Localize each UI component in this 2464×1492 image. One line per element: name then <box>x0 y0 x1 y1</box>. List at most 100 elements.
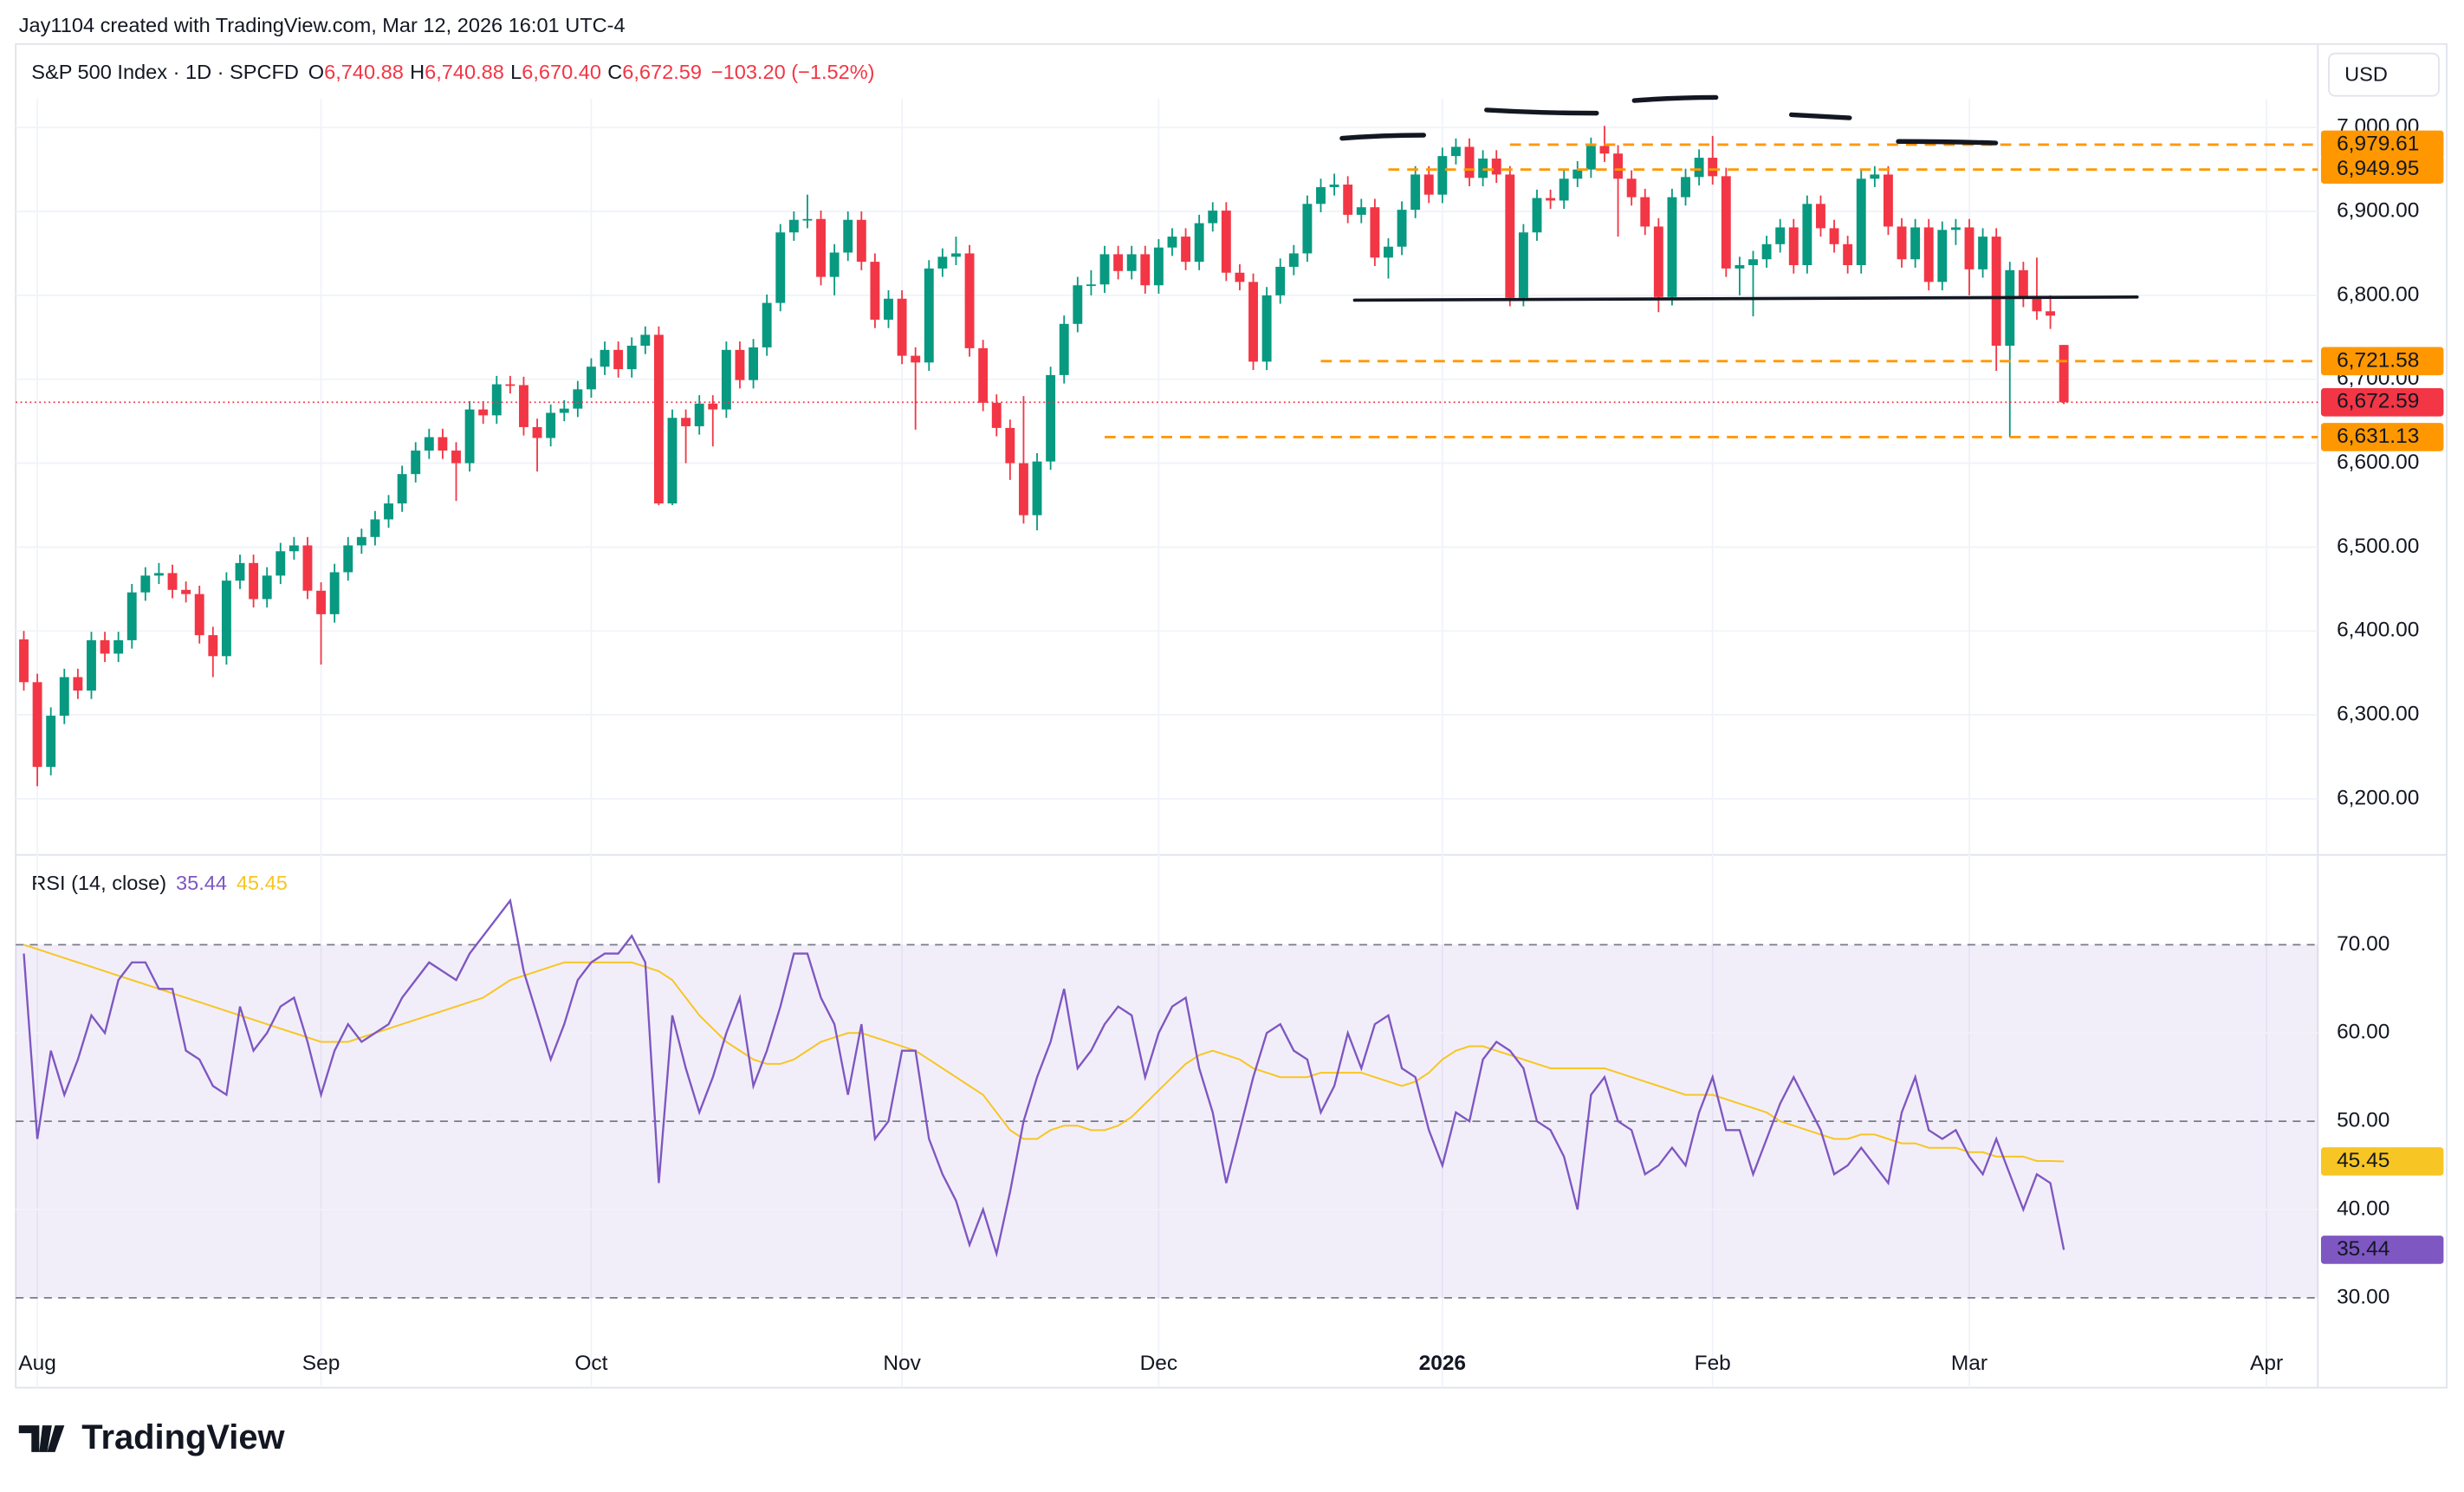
candle-body <box>1113 254 1124 271</box>
candle-body <box>181 589 191 594</box>
candle-body <box>951 253 961 257</box>
y-tick-label: 50.00 <box>2337 1109 2389 1132</box>
y-tick-label: 30.00 <box>2337 1285 2389 1308</box>
candle-body <box>46 716 56 768</box>
y-tick-label: 40.00 <box>2337 1197 2389 1220</box>
candle-body <box>1626 178 1637 198</box>
candle-body <box>424 437 434 451</box>
candle-body <box>1816 204 1825 229</box>
candle-body <box>1735 265 1745 269</box>
candle-body <box>167 573 178 590</box>
rsi-line <box>23 944 2065 1163</box>
candle-body <box>343 545 353 573</box>
series-last-label: 45.45 <box>2337 1149 2389 1172</box>
level-label: 6,949.95 <box>2337 157 2419 180</box>
candle-body <box>153 573 164 576</box>
candle-body <box>329 572 340 614</box>
candle-body <box>194 594 204 636</box>
x-tick-label: Aug <box>18 1352 56 1375</box>
candle-body <box>1018 463 1028 516</box>
candle-body <box>302 545 313 591</box>
candle-body <box>2046 311 2056 316</box>
level-label: 6,979.61 <box>2337 132 2419 155</box>
symbol-line: S&P 500 Index · 1D · SPCFD O6,740.88 H6,74… <box>31 61 874 83</box>
x-tick-label: Mar <box>1951 1352 1987 1375</box>
ohlc-key: L <box>510 61 522 83</box>
candle-body <box>1384 246 1393 258</box>
candle-body <box>2018 269 2028 299</box>
candle-body <box>1883 174 1893 227</box>
candle-body <box>1235 272 1245 282</box>
candle-body <box>856 219 866 263</box>
candle-body <box>1708 158 1718 177</box>
candle-body <box>1343 185 1353 215</box>
candle-body <box>762 302 772 347</box>
candle-body <box>1086 284 1096 287</box>
candle-body <box>397 474 407 504</box>
candle-body <box>384 503 393 520</box>
candle-body <box>626 345 637 370</box>
candle-body <box>1437 156 1448 195</box>
candle-body <box>1073 285 1083 324</box>
ohlc-value: 6,672.59 <box>622 61 702 83</box>
candle-body <box>1870 174 1880 179</box>
candle-body <box>491 384 502 416</box>
currency[interactable]: USD <box>2344 62 2388 85</box>
candle-body <box>1275 266 1286 295</box>
candle-body <box>1923 227 1934 282</box>
candle-body <box>991 402 1002 428</box>
candle-body <box>1681 177 1690 198</box>
candle-body <box>1005 427 1015 464</box>
candle-body <box>829 252 840 277</box>
ohlc-value: 6,670.40 <box>522 61 601 83</box>
candle-body <box>802 218 813 221</box>
candle-body <box>1599 146 1610 154</box>
candle-body <box>1991 237 2001 346</box>
rsi-line <box>23 898 2065 1258</box>
candle-body <box>843 219 853 253</box>
candle-body <box>1978 237 1988 269</box>
ohlc-value: 6,740.88 <box>425 61 504 83</box>
candle-body <box>113 639 124 654</box>
candle-body <box>1167 237 1177 248</box>
brand-icon <box>18 1425 65 1452</box>
candle-body <box>613 349 624 370</box>
candle-body <box>464 409 475 464</box>
last-price-label-bg <box>2320 387 2444 417</box>
candle-body <box>1316 186 1326 204</box>
candle-body <box>1559 178 1569 201</box>
candle-body <box>1370 207 1380 258</box>
candle-body <box>1248 282 1258 362</box>
x-tick-label: 2026 <box>1419 1352 1466 1375</box>
candle-body <box>788 219 799 233</box>
candle-body <box>1748 259 1758 266</box>
rsi-title: RSI (14, close) <box>31 872 166 894</box>
currency-button[interactable] <box>2328 52 2440 97</box>
candle-body <box>1505 174 1515 298</box>
candle-body <box>1694 158 1704 178</box>
y-tick-label: 6,800.00 <box>2337 282 2419 306</box>
candle-body <box>519 385 528 427</box>
candle-body <box>653 334 664 504</box>
candle-body <box>73 677 83 691</box>
candle-body <box>1788 227 1799 266</box>
candle-body <box>735 349 745 380</box>
candle-body <box>1856 178 1866 266</box>
candle-body <box>1099 254 1110 285</box>
candle-body <box>1761 243 1772 260</box>
drawn-top <box>1896 139 1999 146</box>
candle-body <box>1046 374 1056 462</box>
drawn-top <box>1339 133 1427 141</box>
candle-body <box>681 418 691 426</box>
x-tick-label: Dec <box>1140 1352 1178 1375</box>
candle-body <box>1775 227 1786 244</box>
candle-body <box>249 562 259 600</box>
candle-body <box>478 409 489 416</box>
x-tick-label: Nov <box>883 1352 921 1375</box>
drawn-top <box>1788 112 1852 120</box>
candle-body <box>1829 228 1839 244</box>
candle-body <box>1950 227 1961 230</box>
candle-body <box>2005 269 2015 346</box>
